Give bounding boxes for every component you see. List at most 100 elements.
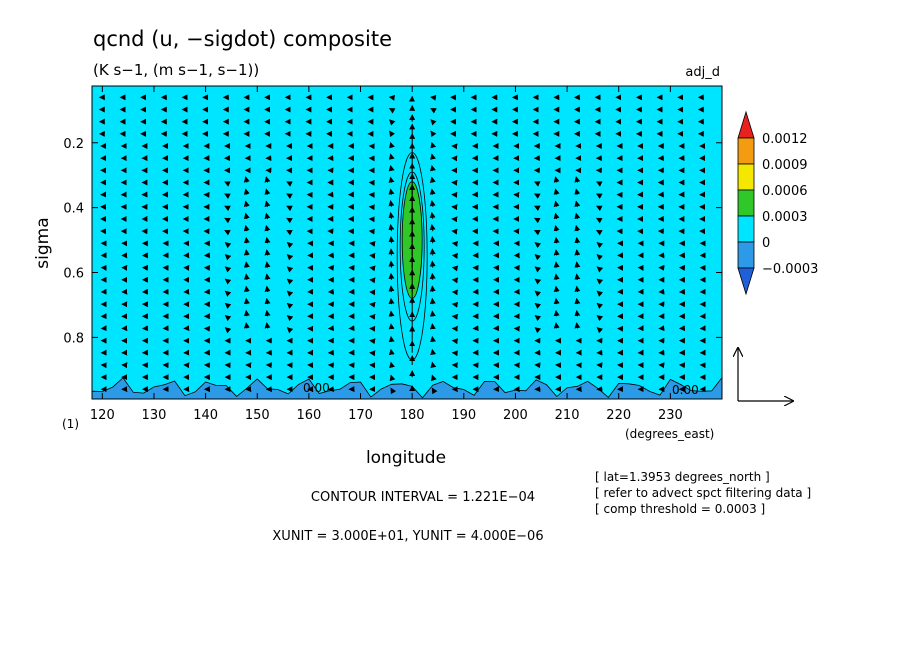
- wind-vector: [264, 309, 271, 317]
- colorbar-label: 0.0006: [762, 184, 808, 199]
- wind-vector: [534, 278, 542, 285]
- y-tick-label: 0.8: [63, 331, 84, 346]
- wind-vector: [429, 323, 436, 330]
- wind-vector: [429, 248, 436, 256]
- wind-vector: [596, 254, 604, 261]
- wind-vector: [224, 242, 232, 249]
- wind-vector: [264, 297, 271, 305]
- wind-vector: [264, 200, 271, 208]
- x-tick-label: 210: [555, 408, 580, 423]
- wind-vector: [574, 176, 581, 183]
- wind-vector: [388, 248, 395, 256]
- wind-vector: [534, 315, 542, 322]
- x-tick-label: 130: [142, 408, 167, 423]
- wind-vector: [574, 285, 581, 293]
- experiment-tag: adj_d: [685, 65, 720, 80]
- wind-vector: [596, 278, 604, 285]
- vector-units: XUNIT = 3.000E+01, YUNIT = 4.000E−06: [272, 529, 543, 544]
- wind-vector: [389, 141, 395, 149]
- chart-title: qcnd (u, −sigdot) composite: [93, 27, 392, 51]
- wind-vector: [596, 242, 604, 249]
- wind-vectors: [98, 94, 706, 395]
- wind-vector: [224, 315, 232, 322]
- wind-vector: [595, 205, 603, 212]
- wind-vector: [243, 236, 250, 244]
- wind-vector: [286, 254, 294, 261]
- wind-vector: [388, 260, 395, 268]
- wind-vector: [286, 327, 294, 334]
- plot-frame: [91, 85, 723, 400]
- wind-vector: [224, 266, 232, 273]
- wind-vector: [243, 188, 250, 195]
- x-tick-label: 170: [348, 408, 373, 423]
- wind-vector: [243, 297, 250, 305]
- wind-vector: [430, 153, 436, 160]
- wind-vector: [429, 236, 436, 244]
- wind-vector: [574, 297, 581, 305]
- wind-vector: [388, 200, 395, 207]
- wind-vector: [596, 327, 604, 334]
- contour-label-left: 0.00: [303, 381, 330, 395]
- wind-vector: [388, 335, 395, 343]
- wind-vector: [553, 322, 560, 329]
- wind-vector: [534, 327, 542, 334]
- wind-vector: [574, 309, 581, 317]
- colorbar-min-arrow: [737, 267, 755, 296]
- wind-vector: [595, 230, 603, 236]
- wind-vector: [574, 273, 581, 280]
- colorbar-box: [737, 163, 755, 191]
- note-lat: [ lat=1.3953 degrees_north ]: [595, 470, 770, 484]
- wind-vector: [224, 302, 232, 309]
- wind-vector: [429, 272, 436, 280]
- wind-vector: [553, 249, 560, 256]
- note-filter: [ refer to advect spct filtering data ]: [595, 486, 811, 500]
- wind-vector: [264, 224, 271, 232]
- wind-vector: [286, 193, 293, 200]
- wind-vector: [388, 285, 395, 293]
- wind-vector: [264, 249, 271, 256]
- wind-vector: [574, 249, 581, 256]
- wind-vector: [534, 266, 542, 273]
- wind-vector: [431, 387, 438, 395]
- contour-label-right: 0.00: [672, 383, 699, 397]
- wind-vector: [553, 309, 560, 317]
- wind-vector: [264, 273, 271, 280]
- wind-vector: [574, 188, 581, 195]
- wind-vector: [429, 260, 436, 268]
- wind-vector: [388, 153, 395, 160]
- wind-vector: [243, 322, 250, 329]
- wind-vector: [224, 193, 231, 199]
- wind-vector: [264, 236, 271, 244]
- wind-vector: [388, 223, 395, 232]
- wind-vector: [534, 254, 542, 261]
- wind-vector: [429, 188, 436, 195]
- wind-vector: [286, 315, 294, 322]
- panel-label: (1): [62, 417, 79, 431]
- wind-vector: [243, 285, 250, 293]
- y-tick-label: 0.6: [63, 267, 84, 282]
- wind-vector: [389, 374, 396, 382]
- wind-vector: [264, 261, 271, 268]
- wind-vector: [533, 193, 541, 199]
- wind-vector: [430, 348, 437, 356]
- wind-vector: [286, 290, 294, 297]
- x-tick-label: 160: [296, 408, 321, 423]
- x-tick-label: 200: [503, 408, 528, 423]
- wind-vector: [553, 261, 560, 268]
- wind-vector: [430, 108, 437, 114]
- wind-vector: [388, 176, 395, 183]
- wind-vector: [429, 223, 436, 232]
- wind-vector: [430, 119, 437, 126]
- colorbar-label: 0.0012: [762, 132, 808, 147]
- x-units: (degrees_east): [625, 427, 714, 441]
- wind-vector: [286, 217, 293, 224]
- wind-vector: [389, 361, 395, 369]
- wind-vector: [286, 230, 293, 236]
- wind-vector: [429, 310, 436, 317]
- wind-vector: [243, 249, 250, 256]
- y-tick-label: 0.4: [63, 202, 84, 217]
- colorbar: 0.0012 0.0009 0.0006 0.0003 0 −0.0003: [737, 110, 818, 296]
- wind-vector: [429, 200, 436, 207]
- wind-vector: [286, 302, 294, 310]
- wind-vector: [534, 290, 542, 297]
